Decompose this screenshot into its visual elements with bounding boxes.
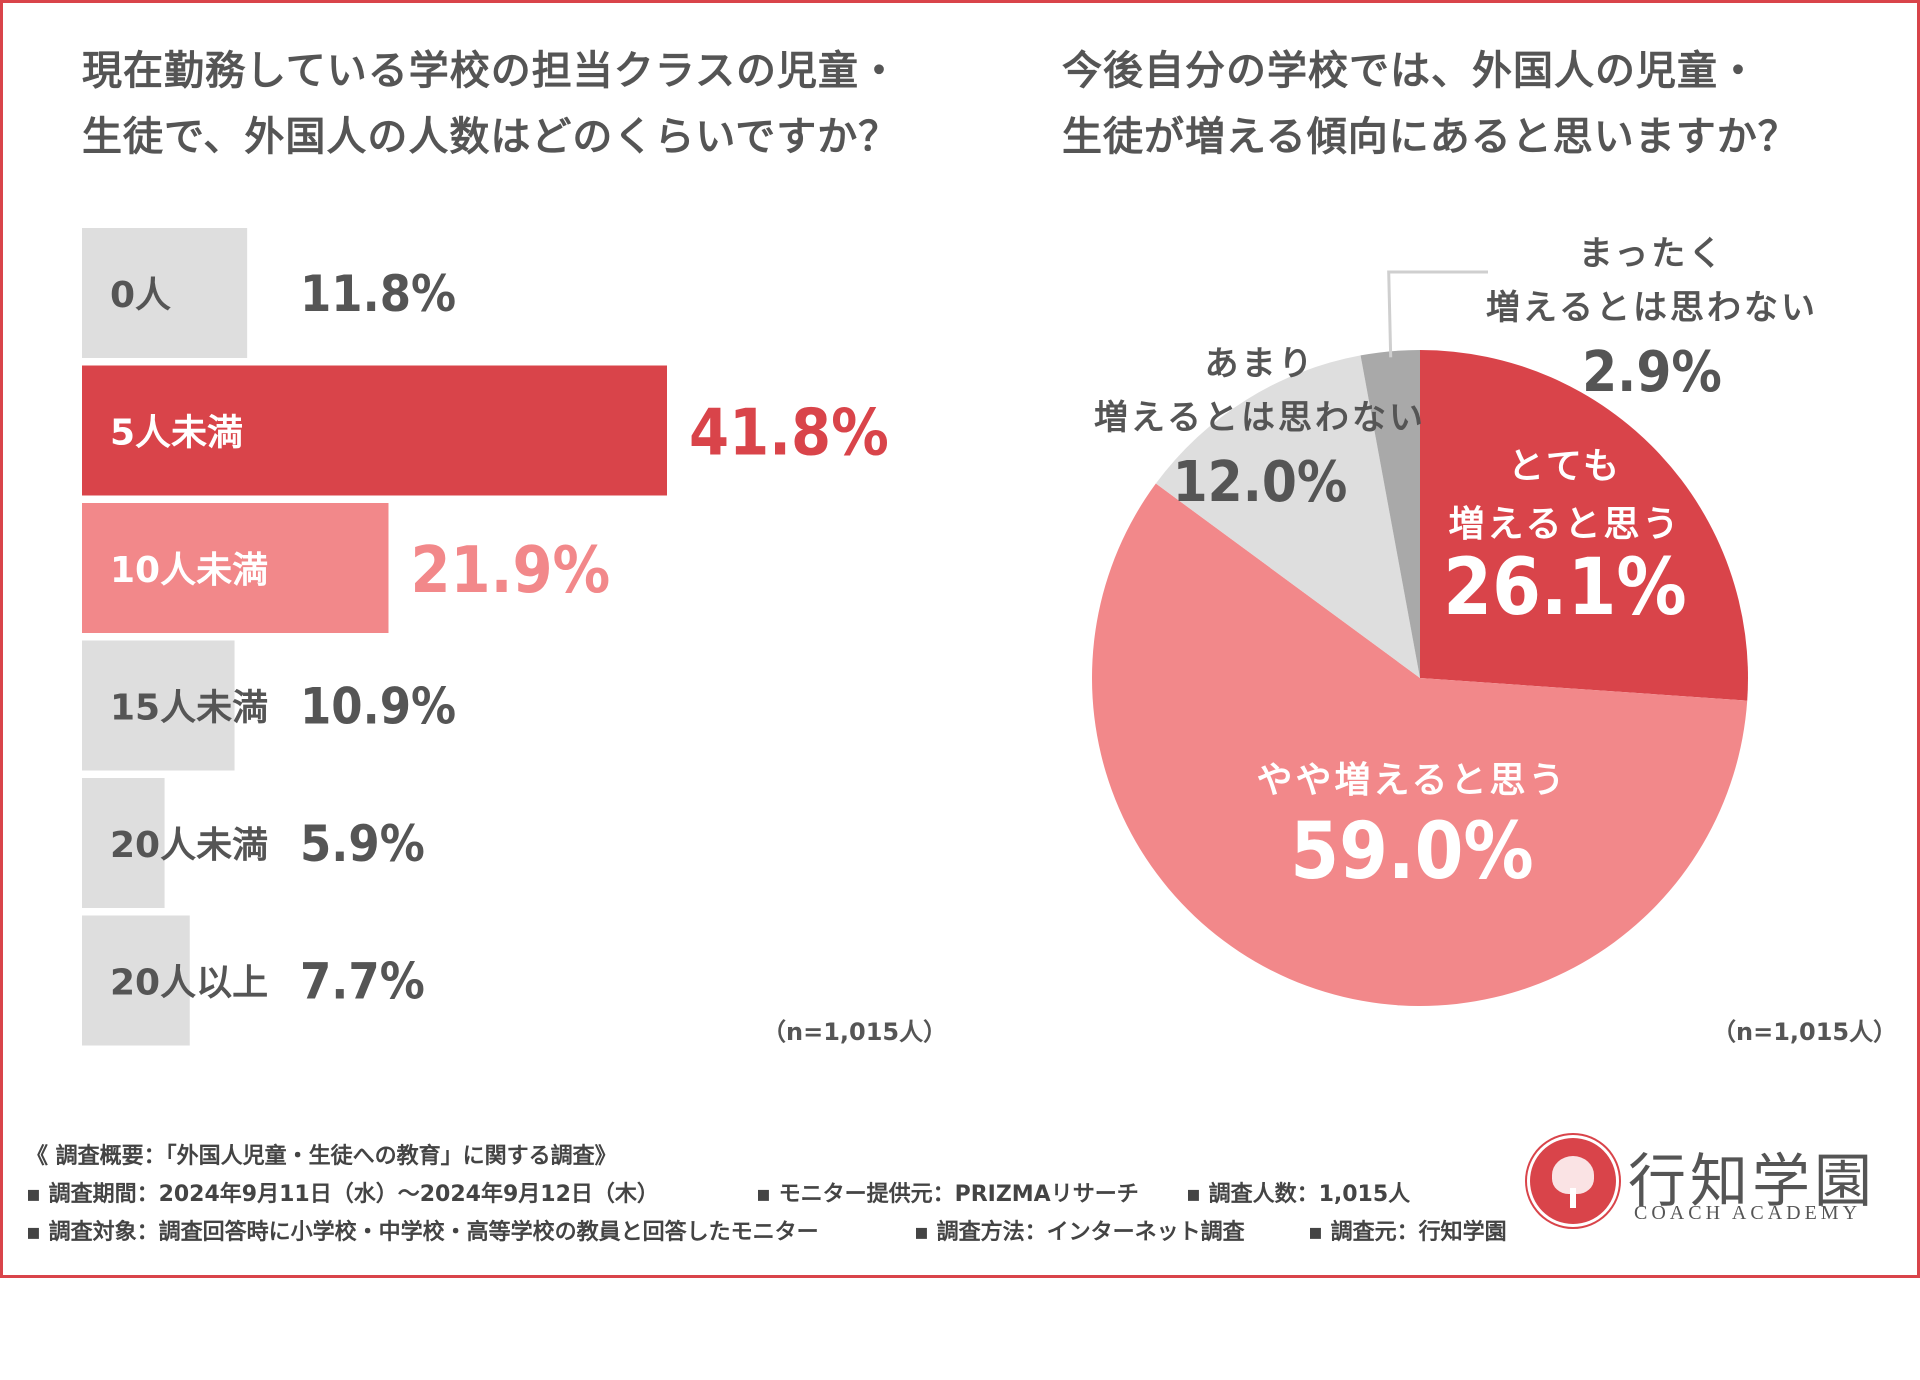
bar-chart-title: 現在勤務している学校の担当クラスの児童・ 生徒で、外国人の人数はどのくらいですか… [82,38,962,170]
survey-period: ▪ 調査期間：2024年9月11日（水）～2024年9月12日（木） [26,1182,659,1207]
bar [82,640,235,771]
bar-chart-sample-size: （n=1,015人） [762,1018,948,1046]
bar-category-label: 10人未満 [110,550,268,591]
survey-source: ▪ 調査元：行知学園 [1308,1220,1507,1245]
survey-method: ▪ 調査方法：インターネット調査 [914,1220,1245,1245]
bar-category-label: 20人未満 [110,825,268,866]
bar-value-label: 41.8% [689,397,889,471]
pie-chart-title-line-1: 今後自分の学校では、外国人の児童・ [1062,48,1759,94]
bar-category-label: 0人 [110,275,171,316]
bar-row: 15人未満 10.9% [82,640,456,771]
bar-row: 0人 11.8% [82,228,456,358]
pie-chart-title: 今後自分の学校では、外国人の児童・ 生徒が増える傾向にあると思いますか？ [1062,38,1882,170]
pie-slice [1360,350,1420,678]
pie-slice-category: あまり [1205,344,1316,384]
pie-slice-category: 増えるとは思わない [1486,288,1818,328]
bar-chart: 0人 11.8% 5人未満 41.8% 10人未満 21.9% 15人未満 10.9% 20人未… [82,228,889,1046]
bar-chart-title-line-2: 生徒で、外国人の人数はどのくらいですか？ [82,114,900,160]
pie-slice-value: 26.1% [1443,543,1686,633]
bar-value-label: 10.9% [300,678,456,736]
bar-category-label: 20人以上 [110,963,268,1004]
bar [82,915,190,1046]
bar-category-label: 15人未満 [110,688,268,729]
pie-slice [1420,350,1748,701]
bar [82,365,667,496]
pie-slice-value: 2.9% [1582,340,1722,405]
pie-slice-value: 12.0% [1173,450,1348,515]
survey-monitor-provider: ▪ モニター提供元：PRIZMAリサーチ [756,1182,1139,1207]
pie-chart-title-line-2: 生徒が増える傾向にあると思いますか？ [1062,114,1799,160]
bar [82,778,165,908]
pie-slice-value: 59.0% [1290,807,1533,897]
pie-leader-line [1387,270,1488,358]
bar [82,503,389,633]
bar-value-label: 7.7% [300,953,425,1011]
bar-value-label: 21.9% [410,534,610,608]
survey-respondent-count: ▪ 調査人数：1,015人 [1186,1182,1411,1207]
card-frame [0,0,1920,1278]
bar-value-label: 11.8% [300,265,456,323]
coach-academy-logo: 行知学園 COACH ACADEMY [1522,1134,1872,1234]
bar-row: 20人以上 7.7% [82,915,425,1046]
survey-target: ▪ 調査対象：調査回答時に小学校・中学校・高等学校の教員と回答したモニター [26,1220,819,1245]
pie-slice-category: まったく [1579,234,1726,274]
bar-row: 20人未満 5.9% [82,778,425,908]
logo-subtitle: COACH ACADEMY [1634,1202,1862,1224]
bar-chart-title-line-1: 現在勤務している学校の担当クラスの児童・ [82,48,900,94]
bar [82,228,248,358]
pie-slice [1155,355,1420,678]
pie-slice-category: とても [1508,446,1622,487]
pie-chart: とても増えると思う26.1%やや増えると思う59.0%あまり増えるとは思わない1… [1091,234,1818,1007]
pie-slice-label: やや増えると思う 59.0% [1257,760,1568,897]
bar-row: 10人未満 21.9% [82,503,610,633]
pie-slice-category: やや増えると思う [1257,760,1568,801]
bar-row: 5人未満 41.8% [82,365,889,496]
bar-category-label: 5人未満 [110,413,243,454]
pie-slice [1091,483,1748,1007]
pie-chart-sample-size: （n=1,015人） [1712,1018,1898,1046]
pie-slice-category: 増えると思う [1449,504,1682,545]
logo-name: 行知学園 [1628,1147,1877,1215]
pie-slice-category: 増えるとは思わない [1094,398,1426,438]
survey-title: 《 調査概要：「外国人児童・生徒への教育」に関する調査》 [26,1144,617,1169]
bar-value-label: 5.9% [300,815,425,873]
tree-seal-icon [1530,1138,1616,1224]
